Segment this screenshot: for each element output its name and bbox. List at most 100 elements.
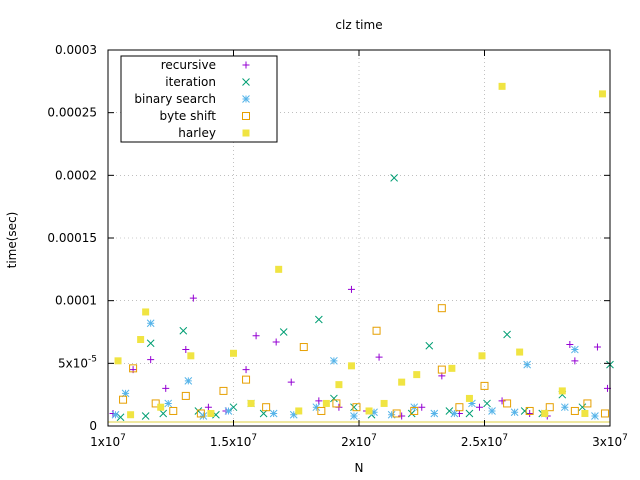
- data-point: [541, 409, 549, 417]
- data-point: [560, 403, 569, 412]
- data-point: [269, 409, 278, 418]
- data-point: [571, 345, 579, 354]
- x-tick-label-exponent: 7: [371, 433, 377, 443]
- y-tick-label-mantissa: 0.00015: [47, 231, 97, 245]
- data-point: [387, 410, 396, 419]
- data-point: [516, 348, 524, 356]
- data-point: [204, 403, 212, 411]
- data-point: [430, 409, 439, 418]
- data-point: [370, 408, 378, 417]
- data-point: [312, 403, 321, 412]
- axis-ticks: 1x107 1.5x107 2x107 2.5x107 3x10705x10-50.00…: [47, 43, 628, 449]
- data-point: [332, 399, 341, 408]
- data-point: [242, 366, 250, 374]
- data-point: [121, 389, 130, 398]
- x-tick-label-mantissa: 2x10: [341, 435, 371, 449]
- data-point: [593, 343, 601, 351]
- data-point: [151, 399, 160, 408]
- data-point: [520, 407, 529, 415]
- y-tick-label: 0: [89, 419, 97, 433]
- data-point: [252, 332, 260, 340]
- chart-title: clz time: [335, 18, 382, 32]
- y-tick-label: 0.00015: [47, 231, 97, 245]
- data-point: [335, 381, 343, 389]
- data-point: [347, 362, 355, 370]
- data-point: [111, 410, 120, 419]
- y-tick-label: 5x10-5: [58, 354, 97, 370]
- data-point: [583, 399, 592, 408]
- data-point: [322, 399, 330, 407]
- y-tick-label-mantissa: 0: [89, 419, 97, 433]
- data-point: [390, 173, 398, 182]
- data-point: [350, 403, 358, 412]
- data-point: [199, 412, 208, 420]
- data-point: [350, 412, 358, 420]
- data-point: [498, 397, 506, 405]
- data-point: [289, 410, 298, 419]
- data-point: [295, 407, 303, 415]
- data-point: [272, 338, 280, 346]
- data-point: [187, 352, 195, 360]
- data-point: [314, 315, 323, 324]
- data-point: [600, 409, 609, 418]
- data-point: [418, 403, 426, 411]
- data-point: [164, 399, 173, 408]
- data-point: [182, 346, 190, 354]
- series-4: [114, 82, 606, 419]
- data-point: [570, 406, 579, 415]
- y-tick-label-mantissa: 5x10: [58, 356, 88, 370]
- data-point: [392, 409, 401, 418]
- y-tick-label-exponent: -5: [88, 354, 97, 364]
- data-point: [330, 356, 338, 365]
- data-point: [159, 409, 168, 418]
- legend-marker: [242, 112, 250, 120]
- legend-label: recursive: [161, 58, 216, 72]
- data-point: [119, 395, 128, 404]
- data-point: [398, 412, 406, 420]
- legend-box: [120, 55, 278, 143]
- x-tick-label-mantissa: 1x10: [90, 435, 120, 449]
- data-point: [578, 403, 587, 412]
- data-point: [571, 357, 579, 365]
- series-3: [119, 304, 609, 418]
- data-point: [146, 339, 155, 348]
- legend-marker: [242, 95, 250, 103]
- x-tick-label-mantissa: 3x10: [592, 435, 622, 449]
- data-point: [480, 381, 489, 390]
- legend-marker: [242, 61, 250, 69]
- data-point: [425, 341, 434, 350]
- data-point: [566, 341, 574, 349]
- data-point: [129, 364, 138, 373]
- data-point: [317, 406, 326, 415]
- data-point: [372, 326, 381, 335]
- data-point: [127, 411, 135, 419]
- data-point: [330, 394, 338, 403]
- y-tick-label-mantissa: 0.00025: [47, 106, 97, 120]
- x-tick-label: 2.5x107: [461, 433, 508, 449]
- data-point: [455, 403, 464, 412]
- data-point: [262, 403, 271, 412]
- data-point: [315, 397, 323, 405]
- data-point: [141, 412, 150, 420]
- x-tick-label: 1.5x107: [210, 433, 257, 449]
- data-point: [410, 406, 419, 415]
- data-point: [525, 406, 534, 415]
- data-point: [207, 409, 215, 417]
- legend-label: iteration: [165, 75, 216, 89]
- data-point: [114, 357, 122, 365]
- data-point: [181, 391, 190, 400]
- y-tick-label: 0.00025: [47, 106, 97, 120]
- data-point: [407, 409, 416, 418]
- legend-label: harley: [178, 126, 216, 140]
- data-point: [224, 407, 233, 415]
- y-tick-label: 0.0003: [55, 43, 97, 57]
- data-point: [468, 399, 476, 408]
- data-point: [230, 349, 237, 357]
- data-point: [219, 386, 228, 395]
- x-axis-label: N: [355, 461, 364, 475]
- data-point: [196, 409, 205, 418]
- data-point: [247, 399, 255, 407]
- y-tick-label-mantissa: 0.0001: [55, 294, 97, 308]
- data-point: [179, 326, 188, 335]
- data-point: [275, 265, 283, 273]
